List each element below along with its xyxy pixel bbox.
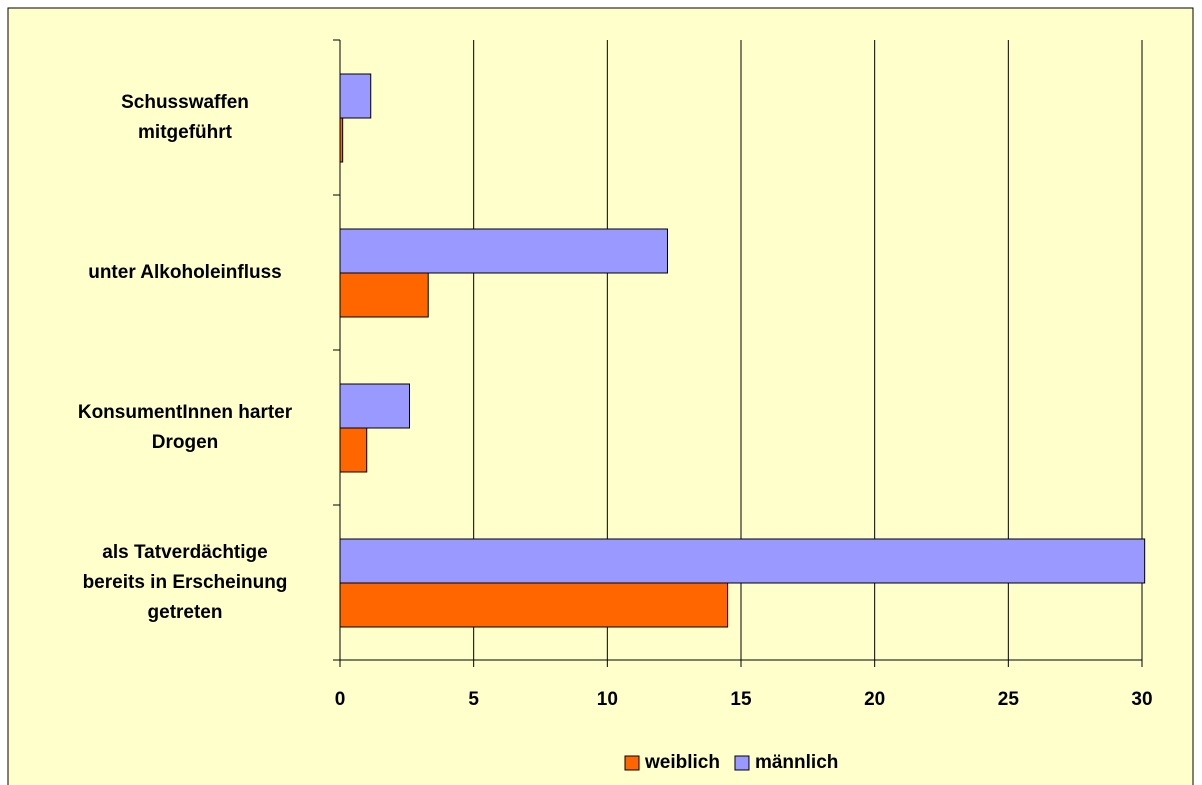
chart-frame (7, 7, 1194, 785)
bar (339, 582, 729, 628)
y-tick-label: bereits in Erscheinung (83, 572, 288, 593)
bar (339, 383, 411, 429)
y-tick-label: Drogen (152, 432, 219, 453)
y-tick-label: KonsumentInnen harter (78, 402, 293, 423)
bar (339, 117, 344, 163)
x-tick-label: 0 (335, 689, 346, 710)
legend-label: weiblich (644, 752, 720, 773)
x-tick-label: 10 (597, 689, 618, 710)
y-tick-label: Schusswaffen (121, 92, 249, 113)
y-tick-label: getreten (148, 602, 223, 623)
bar (339, 272, 429, 318)
x-tick-label: 5 (468, 689, 479, 710)
y-tick-label: unter Alkoholeinfluss (88, 262, 282, 283)
bar (339, 427, 368, 473)
y-tick-label: als Tatverdächtige (102, 542, 267, 563)
legend-swatch (734, 755, 750, 771)
x-tick-label: 20 (864, 689, 885, 710)
y-tick-label: mitgeführt (138, 122, 233, 143)
legend-label: männlich (755, 752, 838, 773)
x-tick-label: 15 (730, 689, 752, 710)
x-tick-label: 25 (998, 689, 1020, 710)
x-tick-label: 30 (1131, 689, 1152, 710)
legend-swatch (624, 755, 640, 771)
bar (339, 228, 668, 274)
bar (339, 73, 372, 119)
bar (339, 538, 1146, 584)
